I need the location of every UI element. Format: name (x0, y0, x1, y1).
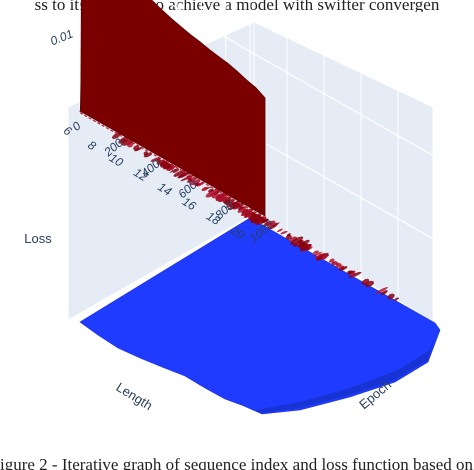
red-patch (205, 189, 219, 198)
surface-red-patches (112, 132, 400, 301)
red-patch (250, 216, 263, 224)
red-patch (393, 297, 400, 301)
red-patch (280, 230, 288, 235)
red-patch (250, 211, 256, 217)
red-patch (264, 220, 276, 227)
length-tick-label: 20 (227, 223, 247, 243)
red-patch (237, 207, 247, 213)
red-patch (375, 287, 389, 294)
loss-tick-label: 0.01 (48, 27, 75, 49)
red-patch (172, 168, 180, 173)
red-patch (321, 254, 327, 260)
red-patch (293, 239, 304, 247)
red-patch (194, 182, 199, 186)
red-patch (276, 228, 283, 233)
surface-floor (79, 217, 441, 415)
red-patch (167, 165, 177, 171)
red-patch (162, 163, 174, 170)
red-patch (380, 290, 388, 295)
red-patch (127, 141, 134, 148)
red-patch (268, 222, 280, 229)
red-patch (189, 179, 201, 186)
red-patch (335, 263, 342, 268)
red-patch (285, 234, 292, 240)
caption-bottom-fragment: igure 2 - Iterative graph of sequence in… (0, 458, 474, 470)
red-patch (298, 243, 309, 250)
red-patch (227, 203, 241, 210)
red-patch (179, 173, 187, 178)
surface-floor-shade (255, 332, 436, 413)
red-patch (350, 272, 356, 278)
surface-loss-wall (79, 0, 266, 217)
red-patch (118, 136, 130, 144)
red-patch (339, 266, 348, 271)
red-patch (173, 170, 186, 177)
red-patch (347, 270, 354, 275)
red-patch (121, 138, 134, 146)
red-patch (159, 160, 168, 167)
red-patch (143, 152, 153, 158)
red-patch (169, 168, 178, 173)
red-patch (246, 213, 252, 218)
red-patch (223, 199, 231, 205)
red-patch (311, 251, 323, 257)
red-patch (312, 250, 319, 254)
red-patch (133, 145, 140, 151)
red-patch (331, 260, 338, 266)
red-patch (208, 188, 214, 193)
loss-axis-ticks: 0.010.02 (48, 27, 75, 49)
red-patch (328, 258, 335, 263)
loss-axis-title: Loss (24, 231, 52, 246)
length-axis-title: Length (114, 379, 156, 413)
red-patch (361, 278, 370, 285)
red-patch (112, 132, 121, 139)
red-patch (188, 178, 192, 182)
red-patch (387, 293, 395, 300)
red-patch (233, 206, 241, 210)
red-patch (196, 181, 205, 187)
red-patch (290, 236, 304, 245)
surface-wall-base-edge (79, 112, 266, 219)
red-patch (241, 208, 249, 213)
red-patch (261, 218, 269, 224)
red-patch (202, 186, 212, 191)
